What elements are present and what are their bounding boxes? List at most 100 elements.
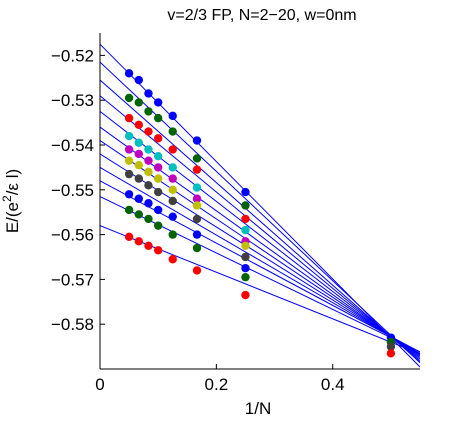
y-tick-marks: −0.52 −0.53 −0.54 −0.55 −0.56 −0.57 −0.58	[51, 46, 105, 334]
data-point	[192, 266, 202, 275]
data-point	[144, 145, 153, 154]
data-point	[241, 187, 250, 197]
data-point	[386, 342, 396, 351]
data-point	[168, 212, 177, 221]
y-tick-label: −0.54	[51, 136, 94, 155]
y-axis-label-rest: /ε l)	[3, 169, 22, 195]
data-point	[153, 174, 163, 183]
x-axis-label: 1/N	[245, 399, 271, 418]
y-axis-label-main: E/(e	[3, 202, 22, 233]
data-point	[134, 75, 144, 85]
data-point	[192, 230, 202, 239]
x-tick-label: 0	[95, 375, 104, 394]
data-point	[192, 243, 202, 253]
data-point	[134, 210, 144, 219]
data-point	[168, 127, 177, 136]
data-point	[168, 111, 177, 121]
x-tick-label: 0.4	[321, 375, 345, 394]
data-point	[144, 214, 153, 224]
data-point	[144, 241, 153, 250]
data-point	[192, 183, 202, 192]
data-point	[144, 89, 153, 98]
data-point	[168, 230, 177, 239]
data-point	[144, 107, 153, 116]
y-tick-label: −0.52	[51, 46, 94, 65]
data-point	[192, 214, 202, 224]
data-point	[134, 138, 144, 147]
data-point	[192, 194, 202, 203]
chart-title: v=2/3 FP, N=2−20, w=0nm	[167, 7, 356, 24]
data-point	[134, 160, 144, 170]
data-point	[153, 205, 163, 215]
data-point	[241, 241, 250, 250]
y-tick-label: −0.57	[51, 270, 94, 289]
data-point	[386, 349, 396, 358]
fit-line	[100, 166, 420, 354]
data-point	[241, 201, 250, 210]
data-point	[168, 196, 177, 206]
data-point	[168, 163, 177, 172]
fit-line	[100, 225, 420, 355]
data-point	[153, 221, 163, 230]
x-tick-marks: 0 0.2 0.4	[95, 364, 345, 394]
data-point	[134, 174, 144, 183]
fit-lines	[100, 43, 420, 368]
data-point	[168, 174, 177, 183]
data-point	[168, 255, 177, 264]
data-point	[153, 246, 163, 255]
fit-line	[100, 79, 420, 363]
data-point	[124, 93, 134, 103]
fit-line	[100, 180, 420, 353]
data-point	[153, 98, 163, 107]
y-tick-label: −0.58	[51, 315, 94, 334]
fit-line	[100, 111, 420, 360]
data-point	[153, 187, 163, 197]
data-point	[192, 165, 202, 174]
data-point	[124, 205, 134, 215]
y-tick-label: −0.56	[51, 226, 94, 245]
data-point	[124, 169, 134, 179]
data-point	[153, 134, 163, 143]
fit-line	[100, 153, 420, 356]
data-point	[241, 290, 250, 300]
data-point	[241, 225, 250, 235]
fit-line	[100, 196, 420, 353]
y-tick-label: −0.55	[51, 181, 94, 200]
data-point	[168, 145, 177, 154]
data-point	[144, 156, 153, 165]
x-tick-label: 0.2	[205, 375, 229, 394]
data-point	[124, 190, 134, 199]
data-point	[153, 113, 163, 123]
data-point	[124, 232, 134, 242]
y-tick-label: −0.53	[51, 91, 94, 110]
data-point	[192, 154, 202, 163]
data-point	[241, 214, 250, 224]
data-point	[134, 98, 144, 107]
data-point	[241, 272, 250, 282]
data-point	[153, 152, 163, 161]
data-point	[134, 120, 144, 130]
data-point	[134, 237, 144, 246]
data-point	[144, 181, 153, 190]
fit-line	[100, 126, 420, 358]
data-point	[168, 185, 177, 194]
data-point	[124, 145, 134, 154]
fit-line	[100, 140, 420, 357]
fit-line	[100, 95, 420, 361]
data-point	[124, 113, 134, 123]
fit-line	[100, 61, 420, 364]
data-point	[134, 194, 144, 203]
data-point	[192, 136, 202, 145]
y-axis-label: E/(e2/ε l)	[0, 169, 22, 233]
data-point	[241, 264, 250, 273]
data-point	[144, 199, 153, 208]
data-point	[124, 69, 134, 78]
data-point	[134, 149, 144, 159]
data-point	[241, 252, 250, 262]
y-axis-label-superscript: 2	[0, 195, 14, 202]
data-point	[124, 156, 134, 165]
data-point	[144, 167, 153, 177]
data-point	[124, 131, 134, 141]
